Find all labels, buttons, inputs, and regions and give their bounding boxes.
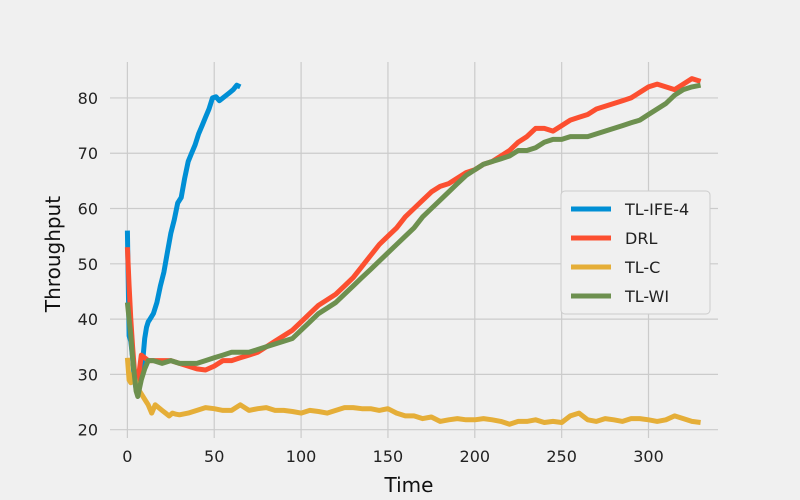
x-tick-label: 200 (460, 447, 491, 466)
y-tick-label: 50 (78, 255, 98, 274)
legend: TL-IFE-4 DRL TL-C TL-WI (560, 190, 711, 315)
x-tick-label: 100 (286, 447, 317, 466)
legend-label-tl-c: TL-C (624, 258, 660, 277)
x-axis-label: Time (384, 473, 434, 497)
y-tick-label: 20 (78, 421, 98, 440)
tick-layer: 0 50 100 150 200 250 300 20 30 40 50 60 70 80 (78, 89, 664, 466)
legend-label-tl-wi: TL-WI (624, 287, 669, 306)
x-tick-label: 250 (546, 447, 577, 466)
legend-label-tl-ife-4: TL-IFE-4 (624, 200, 689, 219)
y-axis-label: Throughput (41, 196, 65, 313)
x-tick-label: 150 (373, 447, 404, 466)
legend-entries: TL-IFE-4 DRL TL-C TL-WI (571, 200, 689, 306)
y-tick-label: 60 (78, 200, 98, 219)
y-tick-label: 80 (78, 89, 98, 108)
y-tick-label: 30 (78, 365, 98, 384)
series-line-tl-c (124, 357, 701, 427)
x-tick-label: 0 (122, 447, 132, 466)
series-layer (124, 76, 702, 427)
x-tick-label: 50 (204, 447, 224, 466)
legend-label-drl: DRL (625, 229, 657, 248)
y-tick-label: 70 (78, 144, 98, 163)
series-line-tl-wi (124, 82, 702, 399)
y-tick-label: 40 (78, 310, 98, 329)
legend-box (560, 190, 711, 315)
x-tick-label: 300 (633, 447, 664, 466)
